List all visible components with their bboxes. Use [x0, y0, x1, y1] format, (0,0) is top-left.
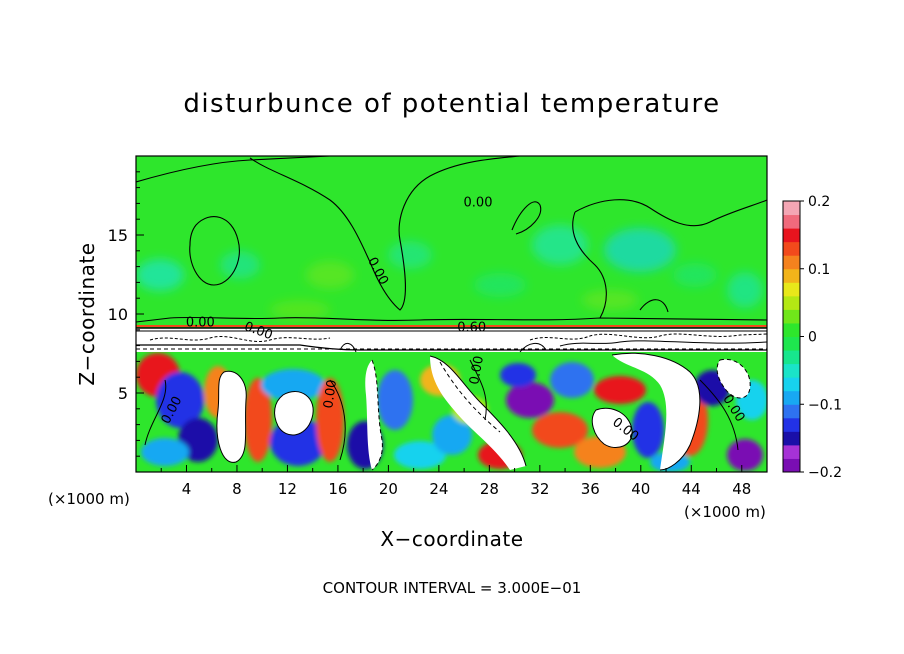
x-tick-label: 44	[682, 480, 701, 498]
colorbar-swatch	[783, 228, 800, 243]
upper-field	[136, 225, 763, 320]
contour-label: 0.00	[467, 355, 487, 386]
contour-label: 0.00	[464, 196, 493, 211]
x-tick-label: 36	[581, 480, 600, 498]
x-tick-label: 28	[480, 480, 499, 498]
zero-contours	[136, 156, 767, 323]
plot-area: 0.000.000.00 0.00 0.600.000.00 0.000.000.00	[136, 156, 767, 472]
y-tick-label: 10	[108, 305, 128, 324]
colorbar-swatch	[783, 282, 800, 297]
colorbar-swatch	[783, 377, 800, 392]
x-tick-label: 24	[429, 480, 448, 498]
colorbar-swatch	[783, 390, 800, 405]
colorbar-tick-label: −0.2	[808, 465, 842, 481]
colorbar-swatch	[783, 431, 800, 446]
x-tick-label: 48	[732, 480, 751, 498]
colorbar-tick-label: 0.1	[808, 262, 830, 278]
x-axis-label: X−coordinate	[380, 527, 523, 551]
colorbar-swatch	[783, 417, 800, 432]
x-tick-label: 32	[530, 480, 549, 498]
x-tick-label: 4	[182, 480, 192, 498]
colorbar-swatch	[783, 363, 800, 378]
colorbar-swatch	[783, 201, 800, 216]
x-tick-label: 12	[278, 480, 297, 498]
colorbar: 0.2 0.1 0 −0.1 −0.2	[782, 194, 842, 481]
y-tick-label: 5	[118, 384, 128, 403]
colorbar-tick-label: −0.1	[808, 397, 842, 413]
colorbar-tick-label: 0	[808, 330, 817, 346]
x-tick-label: 20	[379, 480, 398, 498]
x-unit-label-left: (×1000 m)	[48, 490, 130, 508]
colorbar-swatch	[783, 322, 800, 337]
x-tick-label: 16	[328, 480, 347, 498]
lower-field	[136, 341, 767, 472]
y-tick-label: 15	[108, 226, 128, 245]
colorbar-swatch	[783, 336, 800, 351]
colorbar-swatch	[783, 268, 800, 283]
contour-label: 0.00	[321, 379, 340, 410]
inversion-band	[136, 325, 767, 353]
chart-title: disturbunce of potential temperature	[183, 89, 720, 119]
colorbar-swatch	[783, 295, 800, 310]
colorbar-tick-label: 0.2	[808, 194, 830, 210]
y-axis-label: Z−coordinate	[75, 242, 99, 385]
colorbar-swatch	[783, 214, 800, 229]
contour-interval-note: CONTOUR INTERVAL = 3.000E−01	[323, 579, 582, 597]
x-tick-label: 40	[631, 480, 650, 498]
y-axis: 5 10 15	[108, 171, 144, 457]
contour-label: 0.00	[186, 316, 215, 331]
x-axis: 4 8 12 16 20 24 28 32 36 40 44 48	[160, 465, 751, 498]
colorbar-swatch	[783, 404, 800, 419]
colorbar-swatch	[783, 350, 800, 365]
colorbar-swatch	[783, 241, 800, 256]
colorbar-swatch	[783, 444, 800, 459]
contour-label: 0.60	[457, 320, 486, 335]
colorbar-swatch	[783, 255, 800, 270]
x-tick-label: 8	[232, 480, 242, 498]
colorbar-swatch	[783, 309, 800, 324]
colorbar-swatch	[783, 458, 800, 473]
x-unit-label-right: (×1000 m)	[684, 503, 766, 521]
